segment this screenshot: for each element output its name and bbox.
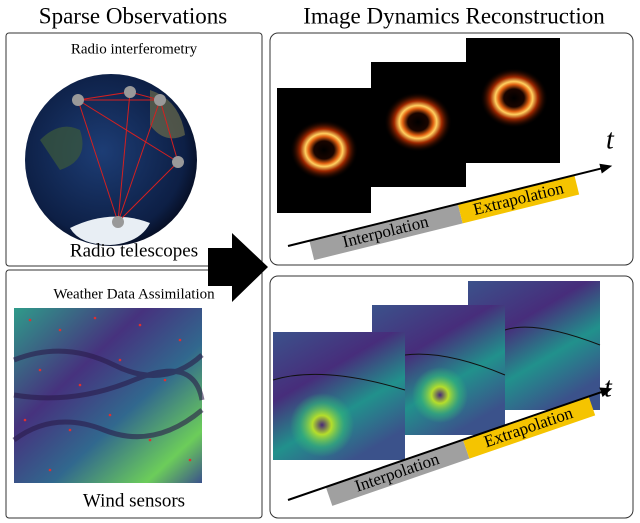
weather-pred-panel	[269, 275, 634, 519]
interpolation-label: Interpolation	[340, 212, 430, 252]
extrapolation-label: Extrapolation	[471, 178, 566, 219]
bh-frames	[277, 38, 560, 213]
left-title: Sparse Observations	[39, 3, 227, 28]
weather-panel	[5, 269, 263, 519]
weather-frames	[272, 281, 601, 460]
radio-panel	[5, 32, 263, 267]
globe	[25, 74, 197, 246]
right-title: Image Dynamics Reconstruction	[303, 3, 605, 28]
weather-heading: Weather Data Assimilation	[53, 286, 215, 302]
wind-map	[12, 308, 205, 483]
time-label: t	[604, 372, 613, 403]
big-arrow	[208, 233, 268, 302]
time-label: t	[606, 124, 615, 155]
bh-panel	[269, 32, 634, 266]
radio-heading: Radio interferometry	[71, 41, 198, 57]
radio-caption: Radio telescopes	[70, 240, 198, 261]
weather-caption: Wind sensors	[83, 490, 185, 511]
